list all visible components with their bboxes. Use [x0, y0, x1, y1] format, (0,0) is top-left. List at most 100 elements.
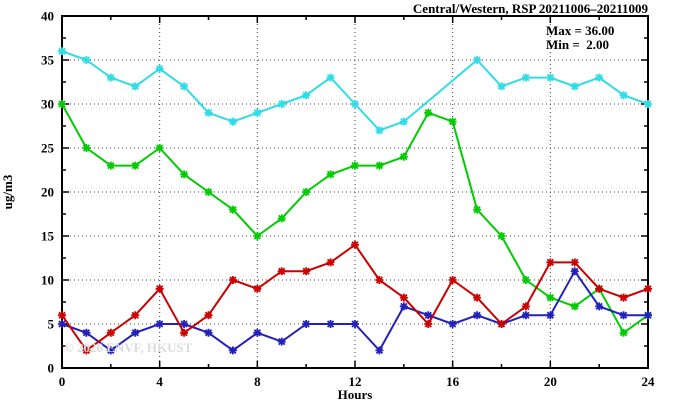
blue-series-point-marker	[521, 311, 530, 320]
blue-series-point-marker	[424, 311, 433, 320]
red-series-point-marker	[473, 293, 482, 302]
green-series-point-marker	[155, 144, 164, 152]
cyan-series-point-marker	[644, 100, 652, 108]
blue-series-point-marker	[253, 328, 262, 337]
green-series-point-marker	[106, 161, 115, 170]
red-series-point-marker	[204, 311, 213, 320]
y-tick-label: 15	[41, 229, 55, 244]
green-series-point-marker	[546, 293, 555, 302]
blue-series-point-marker	[58, 320, 66, 328]
cyan-series-line	[61, 50, 649, 132]
y-tick-label: 40	[41, 9, 54, 24]
green-series-point-marker	[58, 100, 66, 108]
y-tick-label: 35	[41, 53, 55, 68]
y-tick-label: 25	[41, 141, 55, 156]
x-tick-label: 20	[544, 374, 557, 389]
blue-series-point-marker	[448, 320, 457, 328]
blue-series-point-marker	[351, 320, 359, 328]
x-tick-label: 16	[446, 374, 460, 389]
green-series-point-marker	[131, 161, 140, 170]
green-series-point-marker	[521, 276, 530, 284]
cyan-series-point-marker	[58, 47, 66, 56]
max-annotation: Max = 36.00	[546, 23, 615, 38]
blue-series-point-marker	[155, 320, 164, 328]
cyan-series-point-marker	[351, 100, 359, 108]
cyan-series-point-marker	[204, 108, 213, 117]
red-series-point-marker	[82, 346, 91, 355]
cyan-series-point-marker	[546, 73, 555, 82]
red-series-point-marker	[399, 293, 408, 302]
green-series-point-marker	[351, 161, 359, 170]
blue-series-point-marker	[204, 328, 213, 337]
red-series-point-marker	[302, 267, 311, 276]
cyan-series-point-marker	[82, 56, 91, 64]
red-series-point-marker	[570, 258, 579, 267]
cyan-series-point-marker	[131, 82, 140, 91]
red-series-point-marker	[228, 276, 237, 284]
green-series-point-marker	[497, 232, 506, 240]
green-series-point-marker	[277, 214, 286, 223]
green-series-point-marker	[180, 170, 189, 179]
green-series-point-marker	[473, 205, 482, 214]
x-tick-label: 8	[254, 374, 261, 389]
x-tick-label: 0	[59, 374, 66, 389]
cyan-series-point-marker	[277, 100, 286, 108]
green-series-point-marker	[228, 205, 237, 214]
cyan-series-point-marker	[399, 117, 408, 126]
blue-series-point-marker	[106, 346, 115, 355]
cyan-series-point-marker	[497, 82, 506, 91]
red-series-point-marker	[448, 276, 457, 284]
x-tick-label: 12	[349, 374, 362, 389]
blue-series-line	[61, 270, 648, 352]
blue-series-point-marker	[277, 337, 286, 346]
green-series-point-marker	[326, 170, 335, 179]
green-series-point-marker	[570, 302, 579, 311]
blue-series-point-marker	[326, 320, 335, 328]
red-series-point-marker	[619, 293, 628, 302]
blue-series-point-marker	[619, 311, 628, 320]
red-series-point-marker	[595, 284, 604, 293]
max-min-annotation: Max = 36.00 Min = 2.00	[546, 24, 614, 52]
cyan-series-point-marker	[521, 73, 530, 82]
green-series-point-marker	[399, 152, 408, 161]
blue-series-point-marker	[546, 311, 555, 320]
cyan-series-point-marker	[180, 82, 189, 91]
green-series-point-marker	[82, 144, 91, 152]
cyan-series-point-marker	[473, 56, 482, 64]
y-tick-label: 0	[48, 361, 55, 376]
cyan-series-point-marker	[302, 91, 311, 100]
watermark: © 2026 ENVF, HKUST	[64, 340, 193, 355]
green-series-point-marker	[448, 117, 457, 126]
red-series-point-marker	[546, 258, 555, 267]
y-tick-label: 10	[41, 273, 54, 288]
cyan-series-point-marker	[570, 82, 579, 91]
cyan-series-point-marker	[375, 126, 384, 135]
x-tick-label: 24	[642, 374, 656, 389]
green-series-point-marker	[302, 188, 311, 196]
blue-series-point-marker	[399, 302, 408, 311]
red-series-point-marker	[58, 311, 66, 320]
blue-series-point-marker	[570, 267, 579, 276]
x-axis-label: Hours	[337, 387, 373, 402]
blue-series-point-marker	[131, 328, 140, 337]
cyan-series-point-marker	[228, 117, 237, 126]
red-series-point-marker	[155, 284, 164, 293]
y-tick-label: 5	[48, 317, 55, 332]
blue-series-point-marker	[302, 320, 311, 328]
red-series-point-marker	[106, 328, 115, 337]
cyan-series-point-marker	[253, 108, 262, 117]
blue-series-point-marker	[82, 328, 91, 337]
blue-series-point-marker	[644, 311, 652, 320]
x-tick-label: 4	[156, 374, 163, 389]
plot-border	[61, 15, 649, 369]
red-series-point-marker	[326, 258, 335, 267]
min-annotation: Min = 2.00	[546, 37, 610, 52]
y-axis-label: ug/m3	[0, 174, 15, 210]
cyan-series-point-marker	[619, 91, 628, 100]
y-tick-label: 20	[41, 185, 54, 200]
y-tick-label: 30	[41, 97, 54, 112]
red-series-point-marker	[351, 240, 359, 249]
green-series-point-marker	[253, 232, 262, 240]
